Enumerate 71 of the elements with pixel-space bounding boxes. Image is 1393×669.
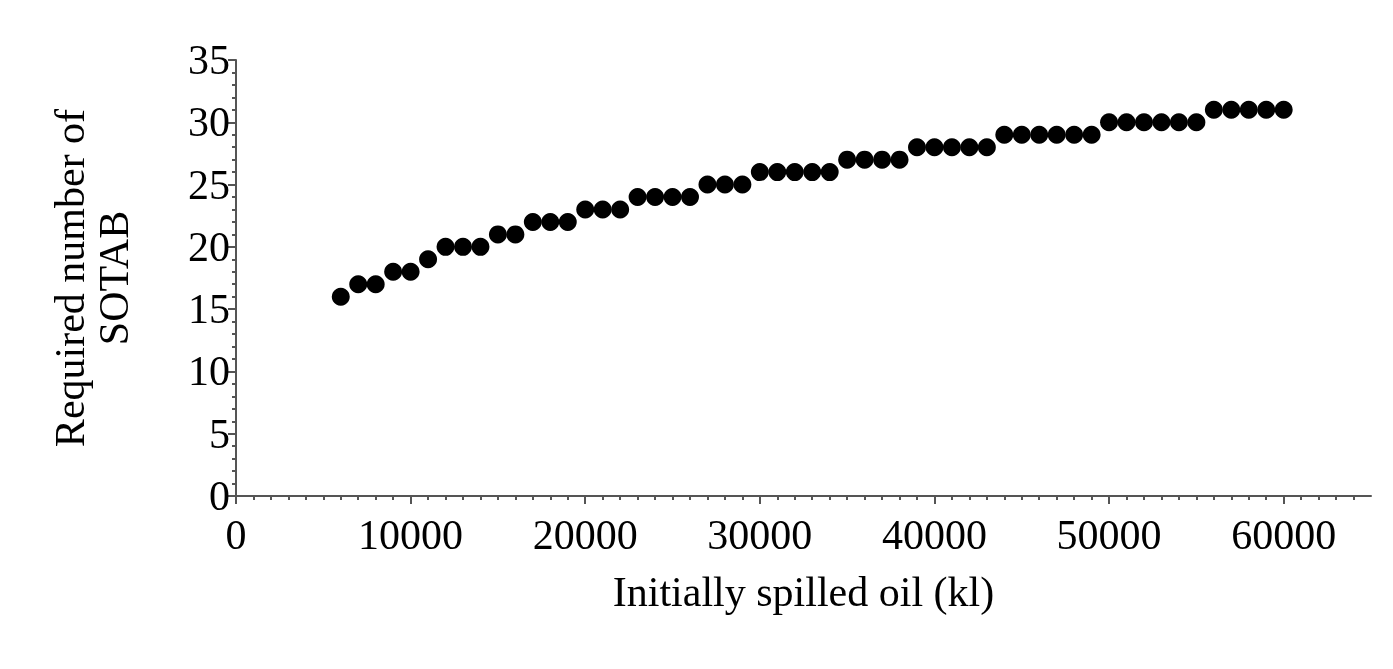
- point: [855, 150, 874, 169]
- point: [331, 287, 350, 306]
- point: [838, 150, 857, 169]
- point: [1082, 125, 1101, 144]
- point: [768, 163, 787, 182]
- x-tick-label: 60000: [1231, 512, 1337, 558]
- point: [1135, 113, 1153, 132]
- point: [349, 275, 368, 294]
- point: [366, 275, 385, 294]
- point: [1239, 100, 1258, 119]
- y-tick-label: 30: [188, 99, 230, 146]
- point: [523, 212, 542, 231]
- point: [1065, 125, 1084, 144]
- y-tick-label: 20: [188, 223, 230, 270]
- point: [1100, 113, 1119, 132]
- y-tick-label: 10: [188, 348, 230, 395]
- point: [908, 138, 926, 157]
- x-tick-label: 50000: [1056, 512, 1162, 558]
- point: [960, 138, 979, 157]
- point: [558, 212, 577, 231]
- point: [593, 200, 612, 219]
- x-tick-label: 10000: [358, 512, 464, 558]
- point: [611, 200, 630, 219]
- y-tick-label: 25: [188, 161, 230, 208]
- y-tick-label: 35: [188, 37, 230, 83]
- point: [1187, 113, 1206, 132]
- point: [1012, 125, 1031, 144]
- point: [436, 237, 455, 256]
- point: [820, 163, 839, 182]
- point: [646, 188, 665, 207]
- point: [488, 225, 507, 244]
- point: [1204, 100, 1223, 119]
- y-axis-title: Required number of SOTAB: [47, 108, 137, 448]
- point: [1152, 113, 1171, 132]
- y-tick-label: 5: [209, 410, 230, 457]
- y-tick-label: 0: [209, 473, 230, 519]
- point: [471, 237, 490, 256]
- point: [1030, 125, 1049, 144]
- point: [576, 200, 595, 219]
- point: [977, 138, 996, 157]
- x-tick-label: 30000: [707, 512, 813, 558]
- point: [1169, 113, 1188, 132]
- point: [750, 163, 769, 182]
- x-axis-title: Initially spilled oil (kl): [612, 569, 995, 616]
- point: [785, 163, 804, 182]
- point: [384, 262, 403, 281]
- point: [1222, 100, 1241, 119]
- point: [681, 188, 699, 207]
- point: [506, 225, 525, 244]
- point: [733, 175, 752, 194]
- point: [890, 150, 909, 169]
- point: [925, 138, 944, 157]
- point: [628, 188, 647, 207]
- point: [1274, 100, 1293, 119]
- point: [1047, 125, 1066, 144]
- point: [419, 250, 438, 269]
- point: [401, 262, 420, 281]
- point: [715, 175, 734, 194]
- point: [873, 150, 892, 169]
- x-tick-label: 40000: [881, 512, 987, 558]
- point: [454, 237, 472, 256]
- y-tick-label: 15: [188, 286, 230, 333]
- point: [1117, 113, 1136, 132]
- point: [663, 188, 682, 207]
- x-tick-label: 20000: [532, 512, 638, 558]
- point: [541, 212, 560, 231]
- point: [1257, 100, 1276, 119]
- point: [698, 175, 717, 194]
- point: [803, 163, 822, 182]
- point: [995, 125, 1014, 144]
- point: [942, 138, 961, 157]
